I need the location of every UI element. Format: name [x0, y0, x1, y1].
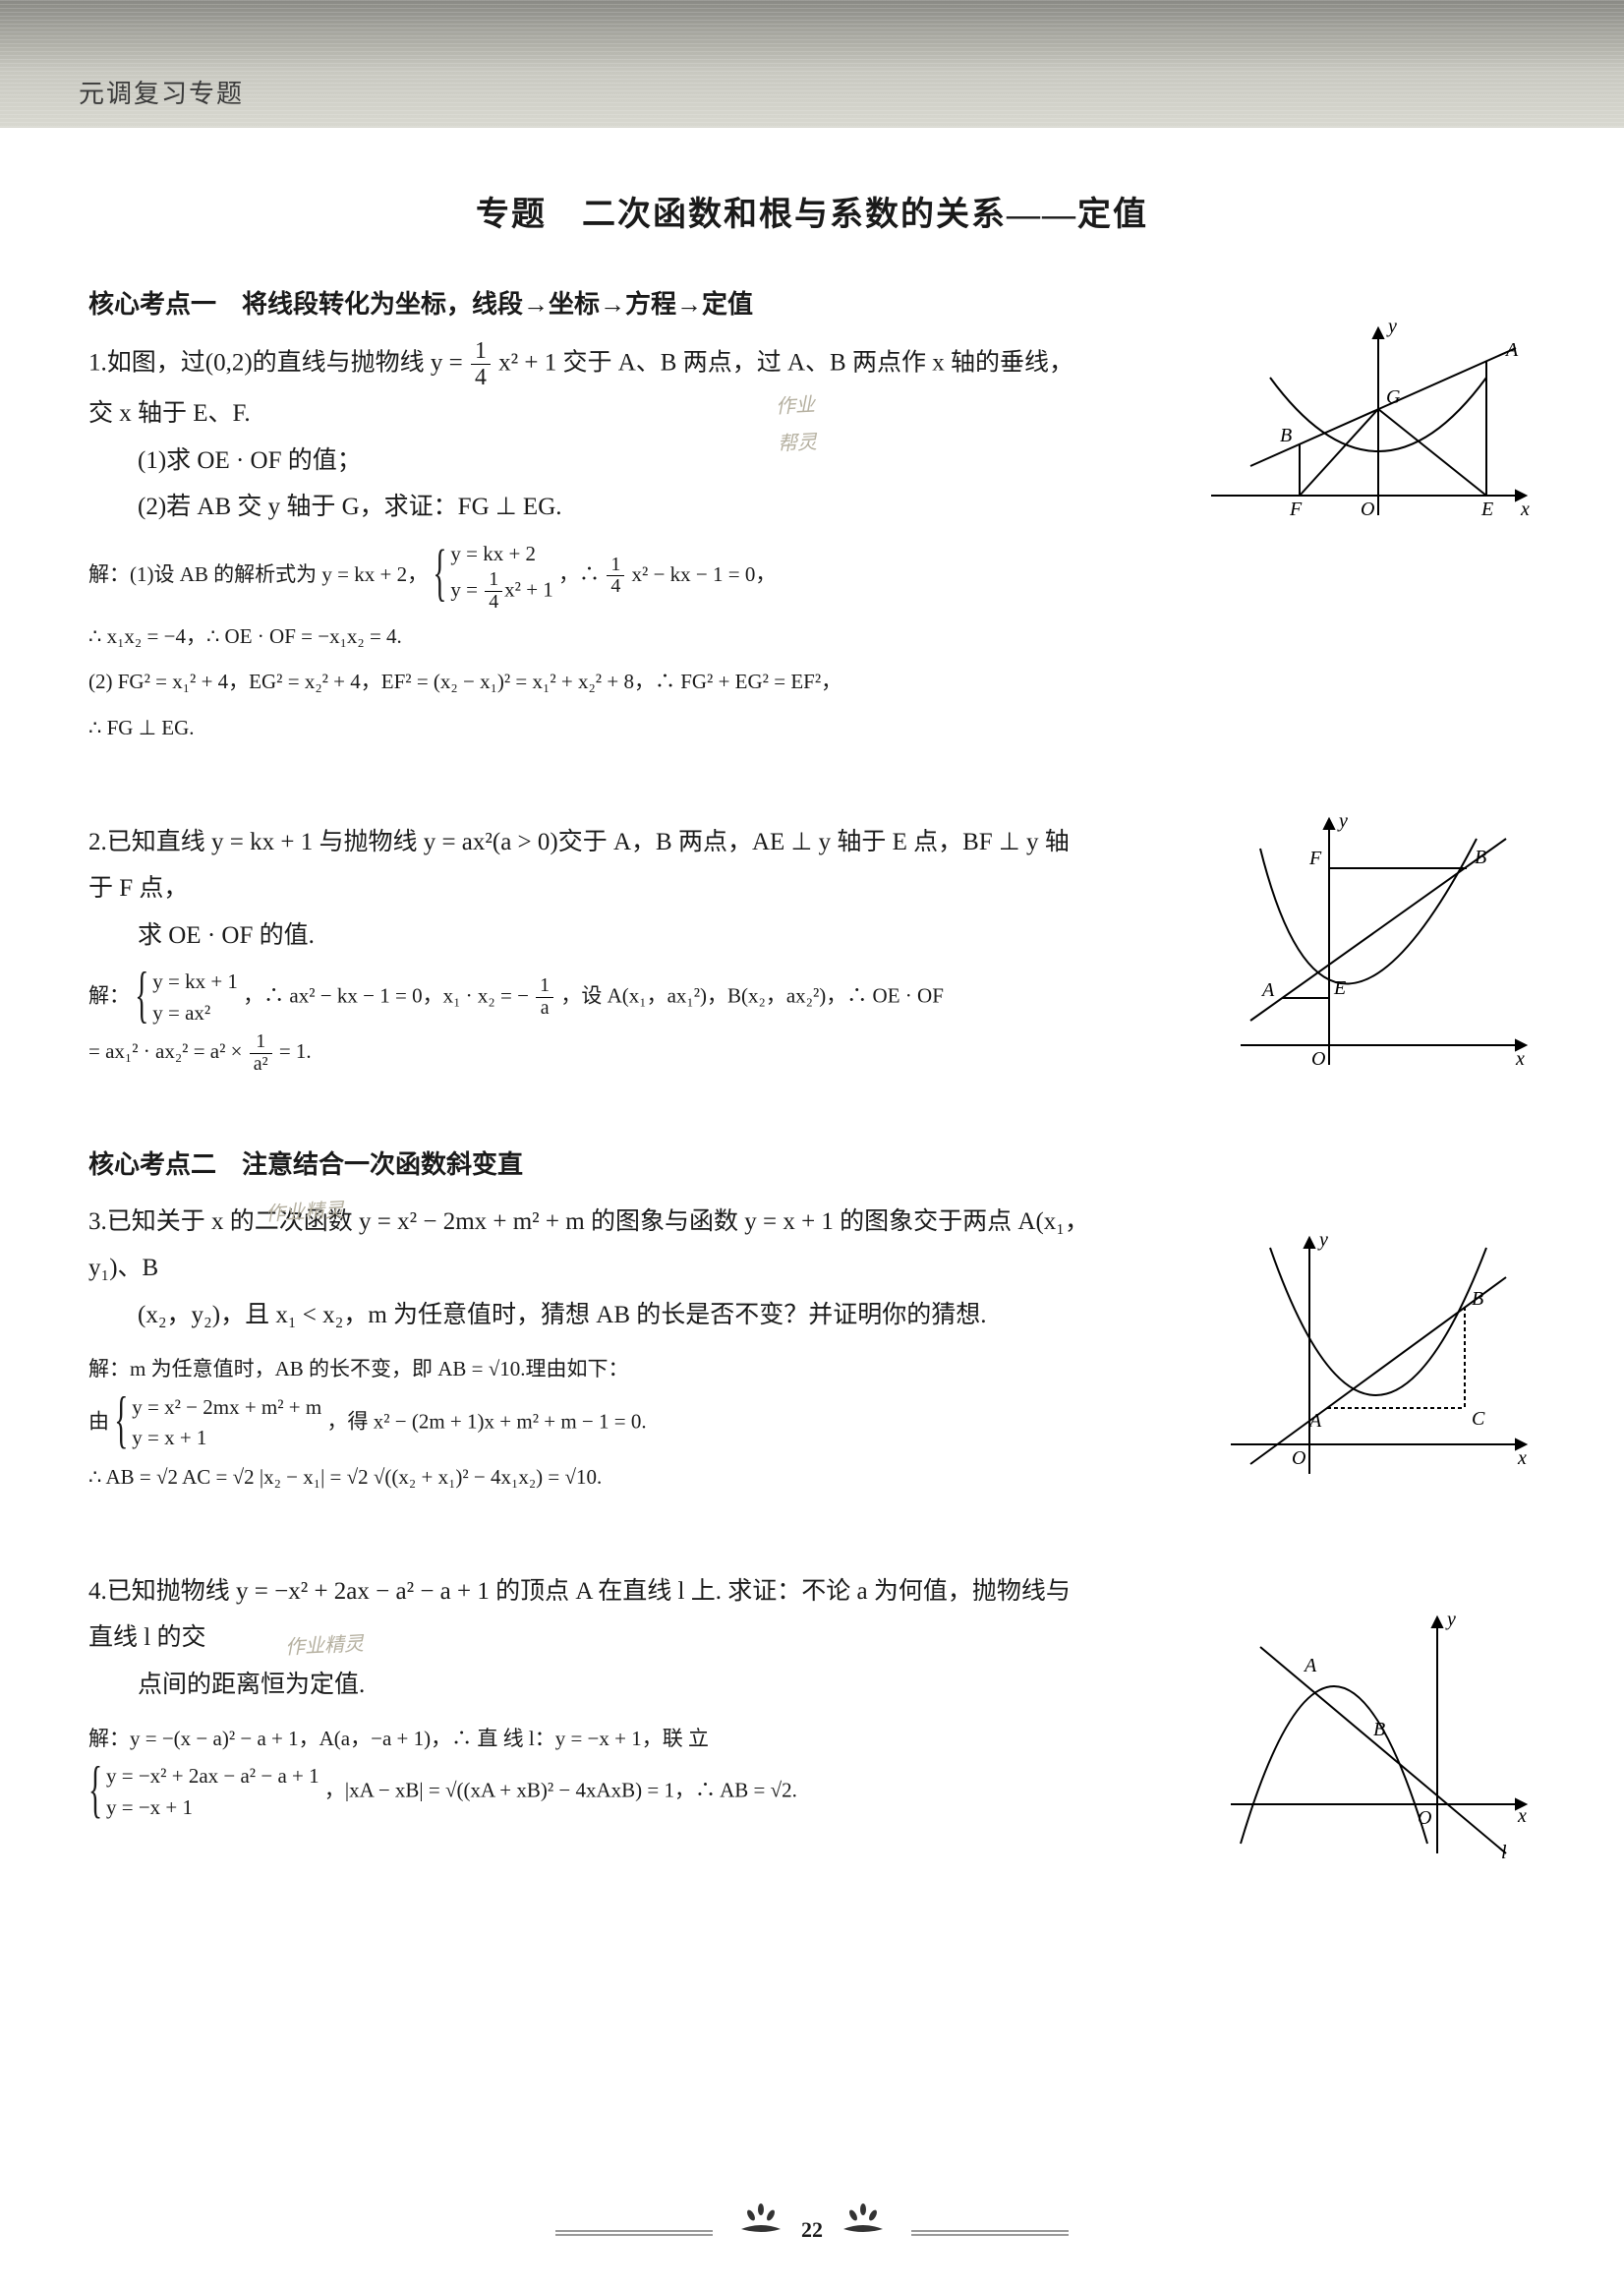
point-label: A: [1504, 339, 1519, 361]
text: = ax₁² · ax₂² = a² ×: [88, 1039, 243, 1063]
figure-3-svg: y x O A B C: [1211, 1228, 1536, 1484]
sol-line: ∴ x₁x₂ = −4，∴ OE · OF = −x₁x₂ = 4.: [88, 614, 1091, 659]
problem-1-solution: 解：(1)设 AB 的解析式为 y = kx + 2， y = kx + 2 y…: [88, 539, 1091, 750]
text: 解：(1)设 AB 的解析式为 y = kx + 2，: [88, 562, 428, 586]
page-title: 专题 二次函数和根与系数的关系——定值: [88, 187, 1536, 235]
fraction: 1a²: [250, 1031, 272, 1076]
axis-label-y: y: [1337, 810, 1348, 832]
page: 元调复习专题 专题 二次函数和根与系数的关系——定值 核心考点一 将线段转化为坐…: [0, 0, 1624, 2290]
point-label: B: [1475, 847, 1486, 868]
equation-system: y = kx + 1 y = ax²: [135, 967, 238, 1028]
problem-3-stem2: (x₂，y₂)，且 x₁ < x₂，m 为任意值时，猜想 AB 的长是否不变？并…: [88, 1292, 1091, 1339]
fraction: 14: [607, 555, 624, 599]
footer-leaf-icon: [839, 2224, 892, 2241]
problem-3-stem: 3.已知关于 x 的二次函数 y = x² − 2mx + m² + m 的图象…: [88, 1199, 1091, 1292]
point-label: l: [1501, 1842, 1507, 1863]
point-label: A: [1307, 1410, 1322, 1432]
sol-line: ∴ AB = √2 AC = √2 |x₂ − x₁| = √2 √((x₂ +…: [88, 1454, 1091, 1499]
figure-1-svg: y x O F E G A B: [1191, 319, 1536, 545]
sol-line: 解：(1)设 AB 的解析式为 y = kx + 2， y = kx + 2 y…: [88, 539, 1091, 614]
text: ，∴ ax² − kx − 1 = 0，x₁ · x₂ = −: [243, 984, 529, 1008]
text: 由: [88, 1409, 109, 1433]
section-1-heading: 核心考点一 将线段转化为坐标，线段→坐标→方程→定值: [88, 284, 1536, 321]
point-label: O: [1361, 499, 1374, 520]
figure-3: y x O A B C: [1211, 1228, 1536, 1484]
text: 1.如图，过(0,2)的直线与抛物线 y =: [88, 349, 463, 376]
equation-system: y = −x² + 2ax − a² − a + 1 y = −x + 1: [88, 1761, 319, 1823]
point-label: E: [1333, 977, 1346, 999]
point-label: B: [1280, 425, 1292, 446]
footer-ornament-left: [555, 2216, 732, 2251]
figure-1: y x O F E G A B: [1191, 319, 1536, 545]
text: ，|xA − xB| = √((xA + xB)² − 4xAxB) = 1，∴…: [324, 1779, 797, 1802]
section-2-heading: 核心考点二 注意结合一次函数斜变直: [88, 1145, 1536, 1181]
problem-2-solution: 解： y = kx + 1 y = ax² ，∴ ax² − kx − 1 = …: [88, 967, 1091, 1076]
point-label: A: [1260, 979, 1275, 1001]
sol-line: (2) FG² = x₁² + 4，EG² = x₂² + 4，EF² = (x…: [88, 659, 1091, 704]
point-label: A: [1303, 1655, 1317, 1676]
axis-label-y: y: [1445, 1609, 1456, 1630]
point-label: O: [1418, 1807, 1431, 1829]
problem-2-stem: 2.已知直线 y = kx + 1 与抛物线 y = ax²(a > 0)交于 …: [88, 819, 1091, 912]
sol-line: y = −x² + 2ax − a² − a + 1 y = −x + 1 ，|…: [88, 1761, 1091, 1823]
problem-4: 作业精灵 4.已知抛物线 y = −x² + 2ax − a² − a + 1 …: [88, 1568, 1536, 1824]
problem-3: 作业精灵 3.已知关于 x 的二次函数 y = x² − 2mx + m² + …: [88, 1199, 1536, 1499]
axis-label-x: x: [1517, 1805, 1527, 1827]
equation-system: y = kx + 2 y = 14x² + 1: [433, 539, 552, 614]
text: ，设 A(x₁，ax₁²)，B(x₂，ax₂²)，∴ OE · OF: [560, 984, 944, 1008]
axis-label-x: x: [1515, 1048, 1525, 1070]
text: x² − kx − 1 = 0，: [632, 562, 777, 586]
point-label: B: [1472, 1288, 1483, 1310]
figure-4-svg: y x O A B l: [1211, 1608, 1536, 1863]
point-label: O: [1292, 1447, 1305, 1469]
problem-2-stem2: 求 OE · OF 的值.: [88, 912, 1091, 960]
text: ，∴: [558, 562, 600, 586]
problem-4-stem2: 点间的距离恒为定值.: [88, 1662, 1091, 1709]
fraction: 1a: [536, 975, 553, 1020]
point-label: G: [1386, 386, 1401, 408]
axis-label-x: x: [1520, 499, 1530, 520]
problem-1-q2: (2)若 AB 交 y 轴于 G，求证：FG ⊥ EG.: [88, 484, 1091, 531]
header-band: 元调复习专题: [0, 0, 1624, 128]
sol-line: 由 y = x² − 2mx + m² + m y = x + 1 ，得 x² …: [88, 1392, 1091, 1454]
header-label: 元调复习专题: [79, 74, 244, 110]
sol-line: 解： y = kx + 1 y = ax² ，∴ ax² − kx − 1 = …: [88, 967, 1091, 1028]
problem-4-solution: 解：y = −(x − a)² − a + 1，A(a，−a + 1)，∴ 直 …: [88, 1716, 1091, 1823]
text: ，得 x² − (2m + 1)x + m² + m − 1 = 0.: [326, 1409, 646, 1433]
problem-2: 2.已知直线 y = kx + 1 与抛物线 y = ax²(a > 0)交于 …: [88, 819, 1536, 1076]
point-label: B: [1373, 1719, 1385, 1740]
problem-1: 作业 帮灵 1.如图，过(0,2)的直线与抛物线 y = 14 x² + 1 交…: [88, 338, 1536, 750]
axis-label-y: y: [1317, 1229, 1328, 1251]
fraction: 14: [471, 338, 491, 390]
sol-line: 解：m 为任意值时，AB 的长不变，即 AB = √10.理由如下：: [88, 1346, 1091, 1391]
text: = 1.: [279, 1039, 312, 1063]
figure-2: y x O A B E F: [1221, 809, 1536, 1085]
content-area: 专题 二次函数和根与系数的关系——定值 核心考点一 将线段转化为坐标，线段→坐标…: [0, 128, 1624, 1951]
page-number: 22: [789, 2213, 835, 2247]
point-label: C: [1472, 1408, 1485, 1430]
sol-line: ∴ FG ⊥ EG.: [88, 705, 1091, 750]
point-label: F: [1289, 499, 1303, 520]
sol-line: = ax₁² · ax₂² = a² × 1a² = 1.: [88, 1028, 1091, 1076]
footer-ornament-right: [892, 2216, 1069, 2251]
axis-label-x: x: [1517, 1447, 1527, 1469]
text: 解：: [88, 984, 130, 1008]
problem-1-q1: (1)求 OE · OF 的值；: [88, 438, 1091, 485]
figure-2-svg: y x O A B E F: [1221, 809, 1536, 1085]
figure-4: y x O A B l: [1211, 1608, 1536, 1863]
axis-label-y: y: [1386, 319, 1397, 337]
sol-line: 解：y = −(x − a)² − a + 1，A(a，−a + 1)，∴ 直 …: [88, 1716, 1091, 1761]
equation-system: y = x² − 2mx + m² + m y = x + 1: [114, 1392, 321, 1454]
problem-3-solution: 解：m 为任意值时，AB 的长不变，即 AB = √10.理由如下： 由 y =…: [88, 1346, 1091, 1498]
problem-1-stem: 1.如图，过(0,2)的直线与抛物线 y = 14 x² + 1 交于 A、B …: [88, 338, 1091, 438]
footer-leaf-icon: [736, 2224, 789, 2241]
page-footer: 22: [0, 2202, 1624, 2251]
point-label: F: [1308, 848, 1322, 869]
point-label: E: [1480, 499, 1493, 520]
problem-4-stem: 4.已知抛物线 y = −x² + 2ax − a² − a + 1 的顶点 A…: [88, 1568, 1091, 1662]
point-label: O: [1311, 1048, 1325, 1070]
